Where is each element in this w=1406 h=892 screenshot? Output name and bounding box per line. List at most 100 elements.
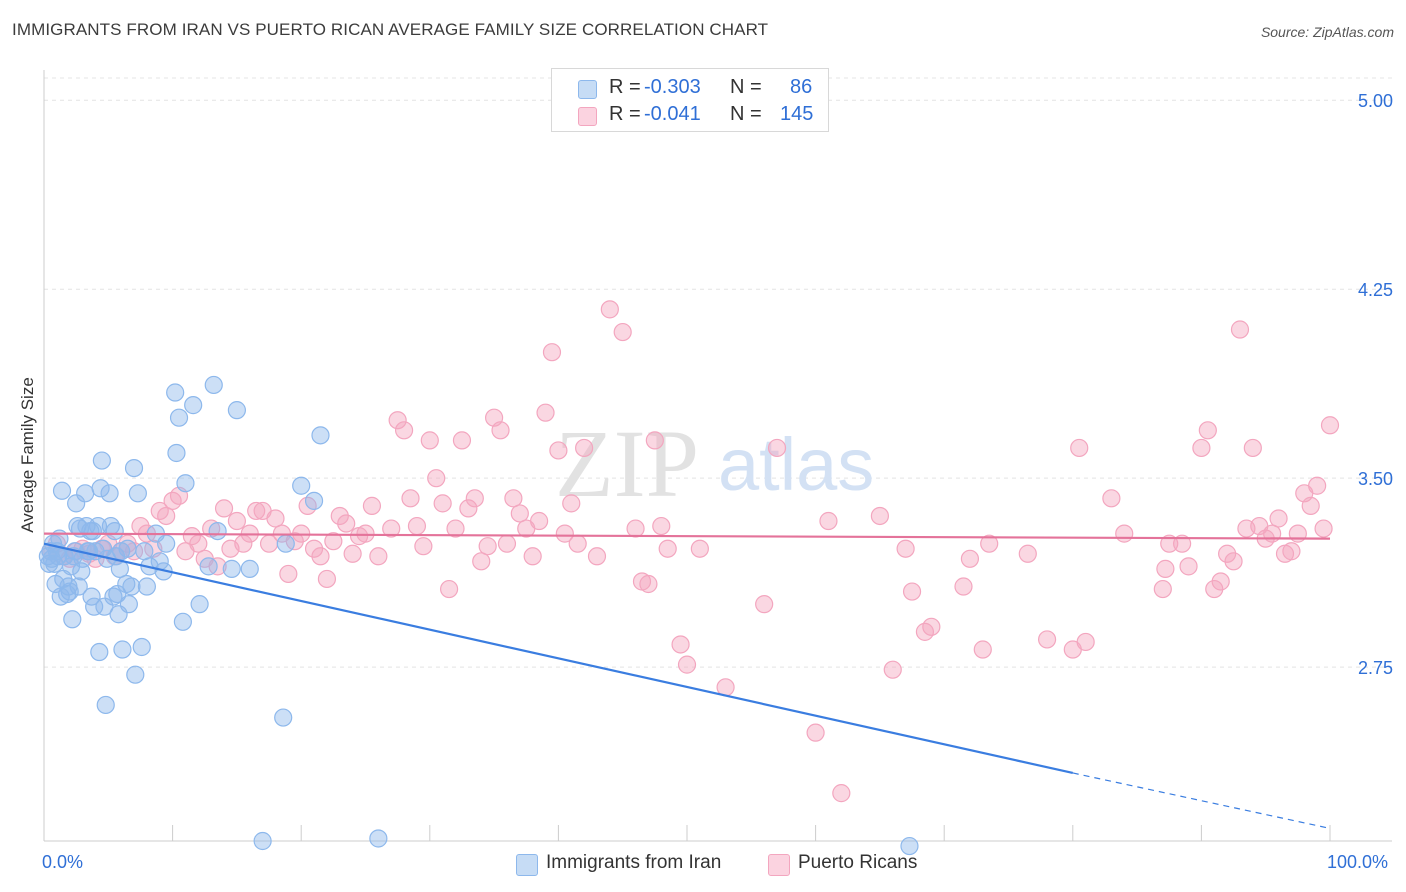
puerto-rican-point bbox=[1160, 534, 1179, 553]
iran-point bbox=[124, 458, 144, 478]
iran-point bbox=[166, 383, 185, 402]
puerto-rican-point bbox=[1269, 509, 1288, 528]
iran-point bbox=[122, 577, 141, 596]
puerto-rican-point bbox=[922, 617, 941, 636]
iran-point bbox=[135, 542, 154, 561]
iran-point bbox=[369, 829, 388, 848]
puerto-rican-point bbox=[767, 438, 787, 458]
y-tick-label: 3.50 bbox=[1358, 469, 1393, 489]
iran-point bbox=[128, 484, 147, 503]
legend-r-value: -0.303 bbox=[644, 76, 701, 98]
puerto-rican-point bbox=[189, 534, 208, 553]
legend-n-value: 145 bbox=[780, 103, 814, 125]
legend-row-puerto-rican: R = -0.041 N = 145 bbox=[552, 101, 828, 129]
iran-point bbox=[67, 494, 86, 513]
iran-point bbox=[240, 559, 259, 578]
series-puerto-ricans bbox=[41, 300, 1340, 803]
puerto-rican-point bbox=[356, 524, 375, 543]
puerto-rican-point bbox=[478, 537, 497, 556]
puerto-rican-point bbox=[902, 582, 922, 601]
iran-trend-extension bbox=[1072, 772, 1331, 829]
iran-point bbox=[173, 612, 192, 631]
puerto-rican-point bbox=[1179, 557, 1198, 576]
puerto-rican-point bbox=[446, 519, 465, 538]
puerto-rican-point bbox=[562, 494, 581, 513]
iran-point bbox=[105, 521, 124, 541]
puerto-rican-point bbox=[954, 577, 973, 596]
puerto-rican-point bbox=[388, 411, 407, 430]
iran-point bbox=[63, 610, 82, 629]
iran-point bbox=[117, 574, 136, 594]
iran-point bbox=[100, 484, 119, 503]
watermark-atlas: atlas bbox=[718, 423, 874, 506]
puerto-rican-point bbox=[337, 514, 356, 533]
puerto-rican-point bbox=[227, 511, 246, 531]
iran-point bbox=[52, 481, 72, 500]
iran-point bbox=[85, 597, 104, 616]
trend-lines bbox=[43, 532, 1331, 829]
puerto-rican-point bbox=[690, 539, 709, 558]
correlation-legend: R = -0.303 N = 86 R = -0.041 N = 145 bbox=[551, 68, 829, 132]
puerto-rican-point bbox=[1102, 489, 1121, 508]
iran-point bbox=[190, 595, 209, 614]
puerto-rican-point bbox=[247, 501, 266, 521]
chart-title: IMMIGRANTS FROM IRAN VS PUERTO RICAN AVE… bbox=[12, 20, 769, 39]
puerto-rican-point bbox=[459, 499, 478, 518]
iran-point bbox=[204, 375, 223, 395]
y-tick-labels: 2.75 3.50 4.25 5.00 bbox=[1358, 91, 1393, 678]
puerto-rican-point bbox=[433, 494, 452, 513]
legend-r-value: -0.041 bbox=[644, 103, 701, 125]
puerto-rican-point bbox=[362, 496, 382, 515]
puerto-rican-point bbox=[491, 421, 510, 440]
iran-point bbox=[96, 695, 115, 715]
legend-n-label: N = bbox=[730, 76, 762, 98]
puerto-rican-point bbox=[523, 547, 542, 566]
puerto-rican-point bbox=[420, 431, 439, 450]
watermark: ZIP atlas bbox=[555, 410, 874, 517]
puerto-rican-point bbox=[530, 511, 549, 531]
puerto-rican-point bbox=[658, 539, 677, 558]
puerto-rican-point bbox=[536, 403, 555, 422]
puerto-rican-point bbox=[1173, 534, 1192, 553]
puerto-rican-point bbox=[394, 421, 414, 440]
puerto-rican-point bbox=[311, 547, 330, 566]
puerto-rican-point bbox=[1218, 544, 1237, 563]
puerto-rican-point bbox=[439, 579, 459, 599]
puerto-rican-point bbox=[382, 519, 401, 538]
bottom-legend-swatch-iran bbox=[516, 854, 538, 876]
puerto-rican-point bbox=[465, 489, 484, 508]
puerto-rican-point bbox=[304, 539, 324, 558]
iran-point bbox=[208, 521, 227, 541]
iran-point bbox=[132, 637, 151, 657]
puerto-rican-point bbox=[510, 504, 529, 523]
puerto-rican-point bbox=[497, 534, 517, 553]
puerto-rican-point bbox=[324, 532, 343, 551]
y-tick-label: 4.25 bbox=[1358, 280, 1393, 300]
bottom-legend-swatch-puerto-rican bbox=[768, 854, 790, 876]
puerto-rican-point bbox=[1211, 572, 1230, 591]
puerto-rican-point bbox=[1314, 519, 1333, 538]
puerto-rican-point bbox=[1243, 438, 1262, 458]
iran-point bbox=[167, 443, 186, 463]
iran-point bbox=[91, 479, 110, 498]
puerto-rican-point bbox=[677, 655, 697, 674]
puerto-rican-point bbox=[157, 506, 176, 526]
puerto-rican-point bbox=[1308, 476, 1327, 495]
legend-n-value: 86 bbox=[790, 76, 813, 98]
puerto-rican-point bbox=[1205, 579, 1224, 599]
iran-trend-line bbox=[43, 542, 1074, 775]
iran-point bbox=[137, 577, 156, 596]
puerto-rican-point bbox=[755, 595, 774, 614]
puerto-rican-point bbox=[1156, 559, 1175, 578]
legend-n-label: N = bbox=[730, 103, 762, 125]
puerto-rican-point bbox=[587, 547, 607, 566]
iran-point bbox=[304, 491, 324, 510]
puerto-rican-point bbox=[1301, 496, 1320, 515]
puerto-rican-point bbox=[214, 499, 234, 518]
puerto-rican-point bbox=[407, 516, 427, 536]
iran-point bbox=[118, 539, 137, 558]
puerto-rican-point bbox=[472, 552, 491, 571]
puerto-rican-point bbox=[317, 569, 337, 589]
iran-point bbox=[311, 426, 330, 445]
